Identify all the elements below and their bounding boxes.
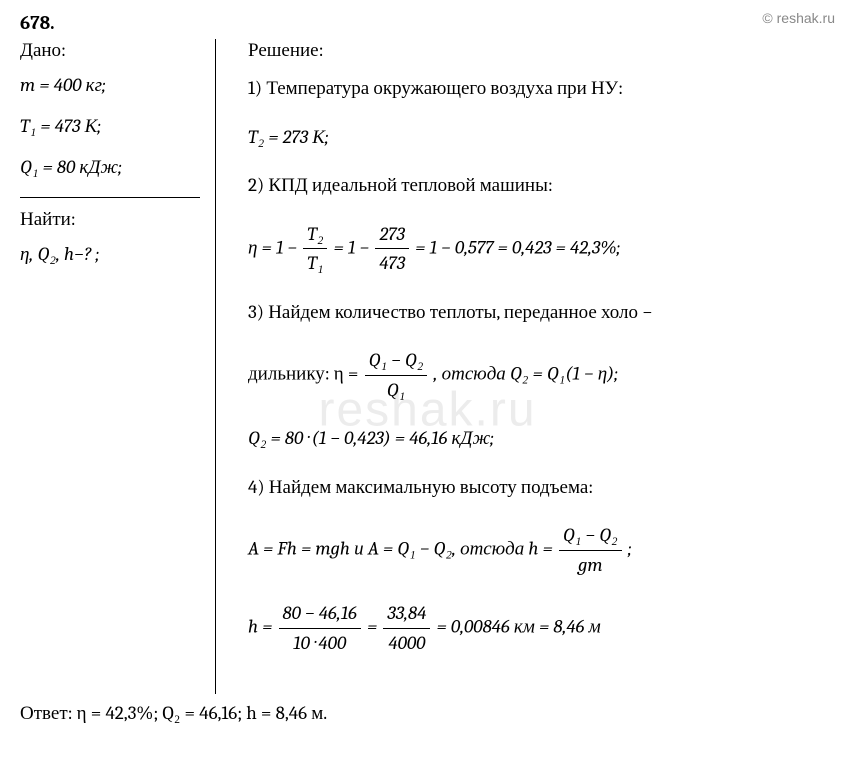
- step3-text1: 3) Найдем количество теплоты, переданное…: [248, 298, 835, 327]
- h-calc-line: h = 80 − 46,16 10 · 400 = 33,84 4000 = 0…: [248, 599, 835, 657]
- h-frac3: 33,84 4000: [383, 599, 430, 657]
- step4-eq1-line: A = Fh = mgh и A = Q₁ − Q₂, отсюда h = Q…: [248, 521, 835, 579]
- solution-column: Решение: 1) Температура окружающего возд…: [230, 39, 835, 677]
- eta-frac2-num: 273: [375, 220, 409, 250]
- step4-eq1: A = Fh = mgh и A = Q₁ − Q₂, отсюда h =: [248, 537, 553, 559]
- h-frac1-num: Q₁ − Q₂: [559, 521, 622, 551]
- eta-frac2: 273 473: [375, 220, 409, 278]
- h-frac2-den: 10 · 400: [279, 629, 361, 658]
- page-container: © reshak.ru reshak.ru 678. Дано: m = 400…: [0, 0, 855, 745]
- h-semicolon: ;: [628, 537, 632, 559]
- eta-mid1: = 1 −: [334, 236, 369, 258]
- step3-text2: дильнику: η =: [248, 362, 358, 384]
- h-prefix: h =: [248, 615, 272, 637]
- eta-frac1-den: T₁: [303, 249, 327, 278]
- eta-frac1: T₂ T₁: [303, 220, 327, 278]
- step3-line2: дильнику: η = Q₁ − Q₂ Q₁ , отсюда Q₂ = Q…: [248, 346, 835, 404]
- find-label: Найти:: [20, 208, 215, 231]
- h-frac2: 80 − 46,16 10 · 400: [279, 599, 361, 657]
- find-vars: η, Q₂, h−? ;: [20, 243, 215, 266]
- solution-label: Решение:: [248, 39, 835, 62]
- h-frac1-den: gm: [559, 551, 622, 580]
- h-frac1: Q₁ − Q₂ gm: [559, 521, 622, 579]
- given-T1: T₁ = 473 К;: [20, 115, 215, 138]
- q-frac: Q₁ − Q₂ Q₁: [365, 346, 428, 404]
- h-eq: =: [367, 615, 377, 637]
- step3-text3: , отсюда Q₂ = Q₁(1 − η);: [434, 362, 619, 384]
- h-frac2-num: 80 − 46,16: [279, 599, 361, 629]
- h-frac3-num: 33,84: [383, 599, 430, 629]
- watermark-top: © reshak.ru: [762, 10, 835, 26]
- q-frac-num: Q₁ − Q₂: [365, 346, 428, 376]
- given-m: m = 400 кг;: [20, 74, 215, 97]
- h-frac3-den: 4000: [383, 629, 430, 658]
- eta-frac1-num: T₂: [303, 220, 327, 250]
- problem-number: 678.: [20, 12, 835, 34]
- given-column: Дано: m = 400 кг; T₁ = 473 К; Q₁ = 80 кД…: [20, 39, 230, 677]
- step1-eq: T₂ = 273 К;: [248, 123, 835, 152]
- step1-text: 1) Температура окружающего воздуха при Н…: [248, 74, 835, 103]
- answer-line: Ответ: η = 42,3%; Q₂ = 46,16; h = 8,46 м…: [20, 702, 835, 725]
- step4-text: 4) Найдем максимальную высоту подъема:: [248, 473, 835, 502]
- eta-equation: η = 1 − T₂ T₁ = 1 − 273 473 = 1 − 0,577 …: [248, 220, 835, 278]
- eta-prefix: η = 1 −: [248, 236, 297, 258]
- step2-text: 2) КПД идеальной тепловой машины:: [248, 171, 835, 200]
- horizontal-divider: [20, 197, 200, 198]
- q-frac-den: Q₁: [365, 376, 428, 405]
- q2-calc: Q₂ = 80 · (1 − 0,423) = 46,16 кДж;: [248, 424, 835, 453]
- h-result: = 0,00846 км = 8,46 м: [437, 615, 601, 637]
- given-label: Дано:: [20, 39, 215, 62]
- given-Q1: Q₁ = 80 кДж;: [20, 156, 215, 179]
- two-column-layout: Дано: m = 400 кг; T₁ = 473 К; Q₁ = 80 кД…: [20, 39, 835, 677]
- eta-frac2-den: 473: [375, 249, 409, 278]
- eta-result: = 1 − 0,577 = 0,423 = 42,3%;: [415, 236, 620, 258]
